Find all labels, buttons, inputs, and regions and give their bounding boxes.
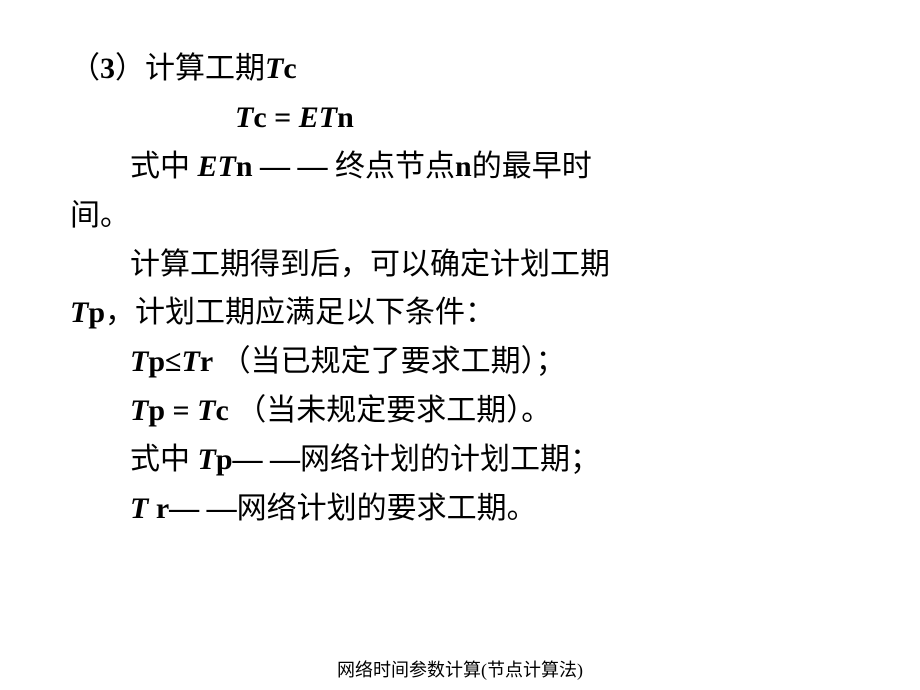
var-p: p: [88, 296, 105, 329]
line-8: Tp = Tc （当未规定要求工期）。: [70, 387, 850, 436]
text: 式中: [130, 150, 198, 183]
slide-content: （3）计算工期Tc Tc = ETn 式中 ETn — — 终点节点n的最早时 …: [0, 0, 920, 534]
text: 的最早时: [472, 150, 592, 183]
var-T: T: [70, 296, 88, 329]
text-bold: p =: [148, 394, 197, 427]
line-4: 间。: [70, 192, 850, 241]
line-9: 式中 Tp— —网络计划的计划工期；: [70, 436, 850, 485]
line-1: （3）计算工期Tc: [70, 45, 850, 94]
line-5: 计算工期得到后，可以确定计划工期: [70, 241, 850, 290]
text-bold: p≤: [148, 345, 181, 378]
var-T: T: [265, 52, 283, 85]
text: ，计划工期应满足以下条件：: [105, 296, 495, 329]
var-T: T: [130, 492, 156, 525]
text: 网络计划的要求工期。: [237, 492, 537, 525]
line-10: T r— —网络计划的要求工期。: [70, 485, 850, 534]
var-T: T: [235, 101, 253, 134]
line-6: Tp，计划工期应满足以下条件：: [70, 289, 850, 338]
text: （当已规定了要求工期）；: [213, 345, 566, 378]
text: 式中: [130, 443, 198, 476]
var-ET: ET: [299, 101, 337, 134]
var-T: T: [130, 345, 148, 378]
footer-text: 网络时间参数计算(节点计算法): [337, 660, 583, 680]
line-2-formula: Tc = ETn: [235, 94, 850, 143]
var-T: T: [198, 443, 216, 476]
var-c: c: [215, 394, 228, 427]
var-n: n: [455, 150, 472, 183]
text: 计算工期得到后，可以确定计划工期: [130, 248, 610, 281]
text-bold: 3: [100, 52, 115, 85]
text-bold: r— —: [156, 492, 237, 525]
text: （: [70, 52, 100, 85]
text-bold: c =: [253, 101, 298, 134]
text: 网络计划的计划工期；: [300, 443, 600, 476]
var-T: T: [130, 394, 148, 427]
var-T: T: [181, 345, 199, 378]
var-r: r: [200, 345, 213, 378]
text: （当未规定要求工期）。: [229, 394, 552, 427]
var-c: c: [283, 52, 296, 85]
text: 终点节点: [328, 150, 456, 183]
text-bold: p— —: [216, 443, 300, 476]
slide-footer: 网络时间参数计算(节点计算法): [0, 656, 920, 682]
text: ）计算工期: [115, 52, 265, 85]
text-bold: n — —: [236, 150, 328, 183]
var-T: T: [197, 394, 215, 427]
text: 间。: [70, 199, 130, 232]
var-ET: ET: [198, 150, 236, 183]
line-7: Tp≤Tr （当已规定了要求工期）；: [70, 338, 850, 387]
var-n: n: [337, 101, 354, 134]
line-3: 式中 ETn — — 终点节点n的最早时: [70, 143, 850, 192]
